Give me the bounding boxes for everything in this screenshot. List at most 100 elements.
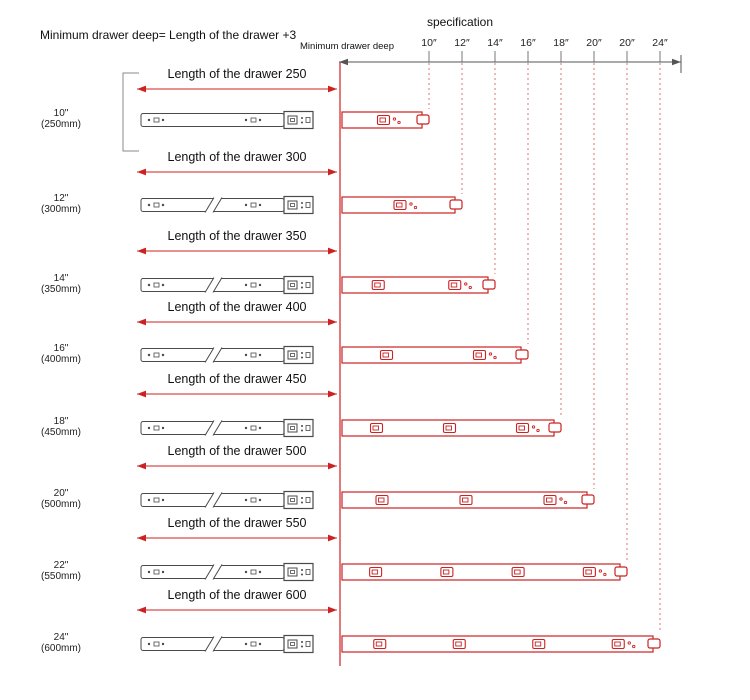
axis-arrow-right bbox=[672, 58, 681, 66]
end-cap-detail bbox=[301, 569, 303, 571]
slide-hole-group bbox=[379, 349, 394, 361]
end-cap-detail bbox=[301, 282, 303, 284]
end-cap-detail bbox=[305, 497, 311, 503]
break-line bbox=[212, 277, 223, 293]
arrowhead-left bbox=[137, 534, 146, 542]
slide-hole-dot bbox=[627, 641, 631, 645]
break-gap bbox=[205, 347, 222, 363]
slide-hole bbox=[161, 283, 165, 287]
arrowhead-left bbox=[137, 247, 146, 255]
end-cap-detail bbox=[301, 206, 303, 209]
row-size-mm: (300mm) bbox=[40, 204, 81, 215]
drawer-length-label: Length of the drawer 500 bbox=[167, 444, 307, 458]
end-cap-detail bbox=[290, 353, 295, 357]
row-size-mm: (250mm) bbox=[40, 119, 81, 130]
slide-hole bbox=[258, 642, 262, 646]
slide-hole-group bbox=[375, 641, 383, 647]
row-size-mm: (400mm) bbox=[40, 354, 81, 365]
slide-hole bbox=[250, 202, 257, 208]
slide-hole-group bbox=[452, 638, 466, 650]
slide-hole bbox=[258, 203, 262, 207]
slide-hole-group bbox=[475, 352, 482, 358]
slide-hole bbox=[244, 642, 248, 646]
arrowhead-right bbox=[328, 318, 337, 326]
end-cap-detail bbox=[305, 282, 311, 288]
slide-hole-group bbox=[379, 117, 386, 123]
arrowhead-left bbox=[137, 606, 146, 614]
slide-hole-group bbox=[546, 497, 553, 503]
slide-hole bbox=[147, 353, 151, 357]
slide-hole bbox=[250, 117, 257, 123]
slide-hole-group bbox=[393, 199, 407, 211]
slide-hole bbox=[250, 352, 257, 358]
row-size-inch: 14" bbox=[53, 273, 69, 284]
end-cap-detail bbox=[305, 641, 311, 647]
spec-title: specification bbox=[426, 15, 494, 29]
row-size-inch: 24" bbox=[53, 632, 69, 643]
slide-hole bbox=[147, 570, 151, 574]
axis-tick-label: 20″ bbox=[619, 37, 635, 49]
slide-hole-group bbox=[396, 202, 403, 208]
axis-tick-label: 12″ bbox=[454, 37, 470, 49]
slide-hole-group bbox=[455, 641, 462, 647]
slide-hole-group bbox=[371, 279, 385, 291]
slide-hole bbox=[161, 118, 165, 122]
drawer-length-label: Length of the drawer 550 bbox=[167, 516, 307, 530]
slide-hole bbox=[147, 283, 151, 287]
break-line bbox=[212, 420, 223, 436]
slide-hole bbox=[161, 353, 165, 357]
row-size-label: 14" (350mm) bbox=[25, 273, 97, 295]
slide-hole-group bbox=[450, 282, 458, 288]
slide-hole-group bbox=[462, 497, 469, 503]
formula-note: Minimum drawer deep= Length of the drawe… bbox=[40, 28, 297, 42]
end-cap-detail bbox=[305, 352, 311, 358]
slide-hole-dot bbox=[488, 352, 493, 356]
break-line bbox=[204, 347, 215, 363]
end-cap-detail bbox=[305, 117, 311, 123]
end-cap-detail bbox=[287, 200, 298, 210]
arrowhead-left bbox=[137, 390, 146, 398]
slide-hole-group bbox=[514, 569, 521, 575]
drawer-length-label: Length of the drawer 350 bbox=[167, 229, 307, 243]
row-size-label: 20" (500mm) bbox=[25, 488, 97, 510]
break-gap bbox=[205, 197, 222, 213]
break-line bbox=[204, 277, 215, 293]
slide-hole-dot bbox=[632, 644, 636, 649]
end-cap-detail bbox=[287, 280, 298, 290]
row-size-inch: 12" bbox=[53, 193, 69, 204]
end-cap-detail bbox=[287, 115, 298, 125]
break-line bbox=[212, 564, 223, 580]
slide-hole bbox=[244, 570, 248, 574]
extended-slide-tip bbox=[482, 279, 496, 290]
drawer-length-label: Length of the drawer 450 bbox=[167, 372, 307, 386]
extended-slide-bar bbox=[341, 563, 621, 581]
end-cap-detail bbox=[301, 645, 303, 648]
arrowhead-right bbox=[328, 247, 337, 255]
slide-hole bbox=[258, 283, 262, 287]
end-cap-detail bbox=[290, 642, 295, 646]
slide-hole-group bbox=[376, 114, 391, 126]
slide-hole bbox=[244, 203, 248, 207]
arrowhead-right bbox=[328, 390, 337, 398]
min-drawer-deep-axis-label: Minimum drawer deep bbox=[300, 41, 394, 52]
slide-hole-dot bbox=[468, 285, 472, 290]
arrowhead-right bbox=[328, 168, 337, 176]
slide-hole bbox=[161, 642, 165, 646]
slide-hole-dot bbox=[531, 425, 536, 429]
slide-hole-group bbox=[472, 349, 487, 361]
row-size-mm: (500mm) bbox=[40, 499, 81, 510]
slide-hole bbox=[147, 642, 151, 646]
axis-arrow-left bbox=[339, 58, 348, 66]
slide-hole-group bbox=[518, 425, 525, 431]
arrowhead-right bbox=[328, 606, 337, 614]
slide-hole bbox=[153, 117, 160, 123]
row-size-label: 10" (250mm) bbox=[25, 108, 97, 130]
extended-slide-bar bbox=[341, 346, 522, 364]
slide-hole bbox=[147, 498, 151, 502]
extended-slide-tip bbox=[647, 638, 661, 649]
slide-hole-dot bbox=[493, 355, 497, 360]
arrowhead-right bbox=[328, 534, 337, 542]
end-cap-detail bbox=[290, 498, 295, 502]
slide-hole bbox=[258, 118, 262, 122]
